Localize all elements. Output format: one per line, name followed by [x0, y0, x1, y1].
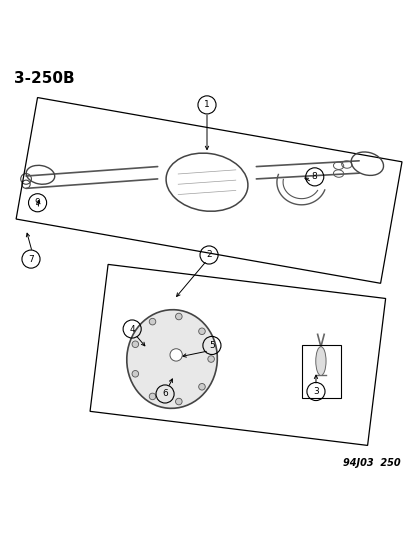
Bar	[301, 345, 340, 398]
Circle shape	[175, 398, 182, 405]
Text: 8: 8	[311, 172, 317, 181]
Text: 7: 7	[28, 255, 34, 264]
Circle shape	[175, 313, 182, 320]
Circle shape	[149, 393, 155, 400]
Circle shape	[198, 383, 205, 390]
Circle shape	[198, 328, 205, 335]
Circle shape	[149, 318, 155, 325]
Text: 4: 4	[129, 325, 135, 334]
Text: 3-250B: 3-250B	[14, 71, 74, 86]
Text: 9: 9	[35, 198, 40, 207]
Circle shape	[170, 349, 182, 361]
Text: 1: 1	[204, 100, 209, 109]
Ellipse shape	[315, 346, 325, 375]
Circle shape	[207, 356, 214, 362]
Text: 94J03  250: 94J03 250	[342, 458, 399, 468]
Circle shape	[132, 370, 138, 377]
Text: 3: 3	[312, 387, 318, 396]
Circle shape	[132, 341, 138, 348]
Text: 5: 5	[209, 341, 214, 350]
Ellipse shape	[126, 310, 217, 408]
Text: 2: 2	[206, 251, 211, 260]
Text: 6: 6	[162, 390, 168, 399]
